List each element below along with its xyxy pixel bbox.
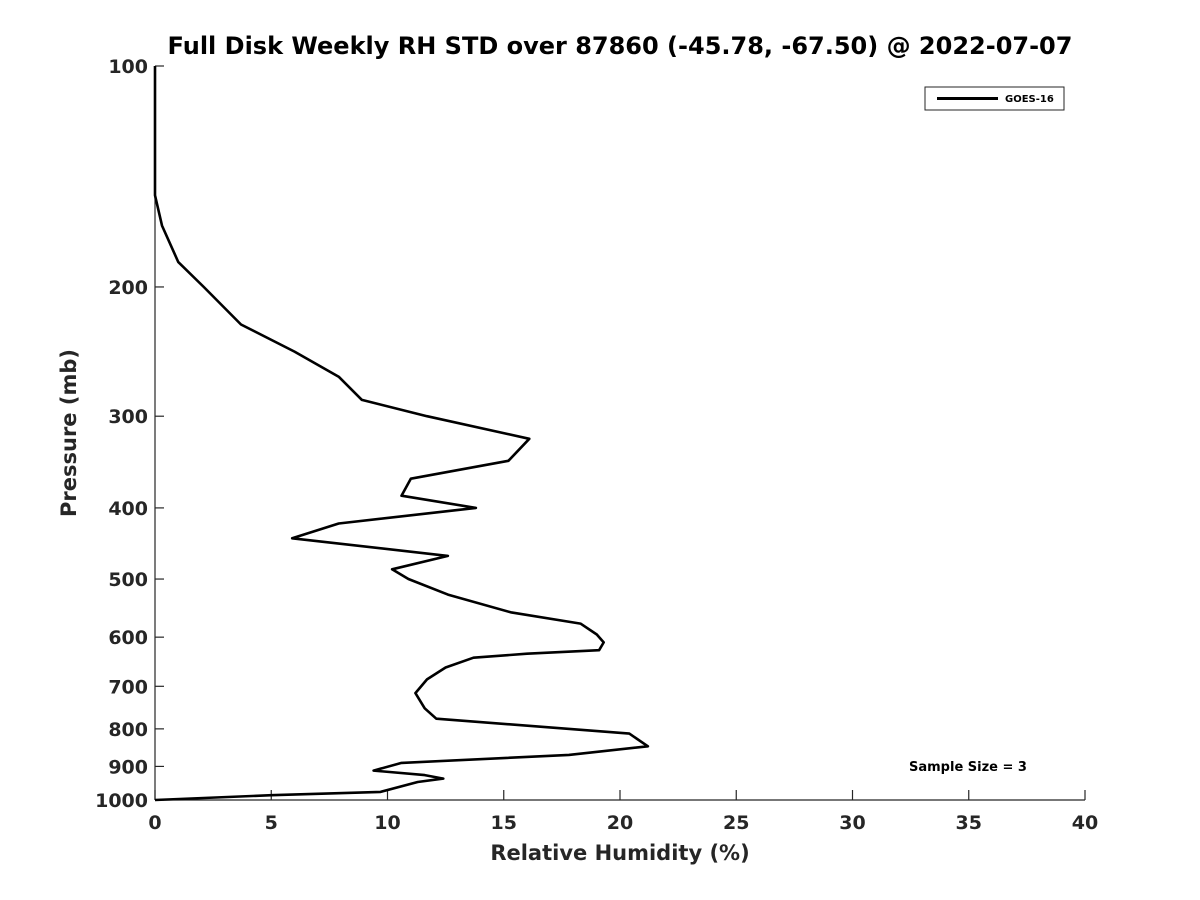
x-tick-label: 0 [148, 812, 161, 834]
x-tick-label: 5 [265, 812, 278, 834]
y-axis: 100 200 300 400 500 600 700 800 900 1000 [95, 56, 164, 812]
x-tick-label: 10 [374, 812, 400, 834]
chart-title: Full Disk Weekly RH STD over 87860 (-45.… [168, 32, 1073, 60]
y-tick-label: 800 [108, 719, 148, 741]
x-axis-label: Relative Humidity (%) [490, 841, 749, 865]
sample-size-annotation: Sample Size = 3 [909, 760, 1027, 775]
x-tick-label: 25 [723, 812, 749, 834]
y-tick-label: 200 [108, 277, 148, 299]
x-tick-label: 20 [607, 812, 633, 834]
y-tick-label: 400 [108, 498, 148, 520]
y-tick-label: 900 [108, 756, 148, 778]
x-axis: 0 5 10 15 20 25 30 35 40 [148, 790, 1098, 834]
x-tick-label: 35 [956, 812, 982, 834]
legend-entry-goes-16: GOES-16 [1005, 94, 1054, 105]
x-tick-label: 15 [491, 812, 517, 834]
y-tick-label: 100 [108, 56, 148, 78]
y-tick-label: 1000 [95, 790, 148, 812]
y-axis-label: Pressure (mb) [57, 349, 81, 517]
x-tick-label: 30 [839, 812, 865, 834]
y-tick-label: 500 [108, 569, 148, 591]
series-line-goes-16 [153, 66, 650, 802]
y-tick-label: 700 [108, 676, 148, 698]
legend: GOES-16 [924, 86, 1065, 111]
x-tick-label: 40 [1072, 812, 1098, 834]
series-layer [153, 66, 650, 802]
y-tick-label: 600 [108, 627, 148, 649]
y-tick-label: 300 [108, 406, 148, 428]
